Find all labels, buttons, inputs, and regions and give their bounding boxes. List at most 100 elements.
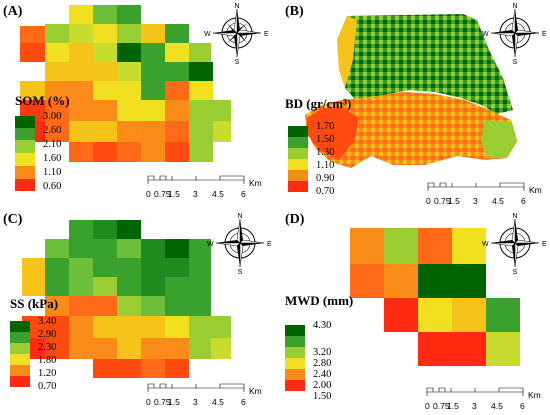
compass-rose-icon: N S E W [207, 213, 272, 276]
map-cell [117, 258, 141, 277]
map-cell [69, 316, 93, 338]
legend-tick: 1.50 [316, 134, 335, 145]
map-cell [141, 239, 165, 258]
legend-swatch [288, 137, 308, 148]
map-cell [165, 24, 189, 43]
panel-mwd: (D) N S E W [275, 207, 550, 413]
scale-label: 0 [426, 196, 431, 206]
map-cell [69, 24, 93, 43]
map-cell [45, 62, 69, 81]
legend-swatch [288, 126, 308, 137]
map-cell [117, 220, 141, 239]
legend-swatch [288, 181, 308, 192]
map-cell [69, 258, 93, 277]
map-cell [189, 296, 211, 316]
map-cell [384, 228, 418, 264]
ss-grid [22, 220, 231, 378]
map-cell [165, 239, 189, 258]
panel-som: (A) [0, 0, 275, 206]
scale-unit: Km [529, 185, 542, 195]
map-cell [141, 296, 165, 316]
map-cell [418, 228, 452, 264]
legend-tick: 0.60 [43, 181, 62, 192]
map-cell [69, 338, 93, 359]
map-cell [189, 62, 213, 81]
legend-swatch [15, 128, 35, 140]
panel-ss: (C) [0, 207, 275, 413]
map-cell [141, 258, 165, 277]
map-cell [69, 142, 93, 162]
map-cell [189, 277, 211, 296]
map-cell [117, 43, 141, 62]
map-cell [189, 121, 213, 142]
map-region-west-edge [337, 16, 357, 88]
scale-label: 3 [473, 196, 478, 206]
map-cell [69, 62, 93, 81]
compass-east-label: E [264, 31, 269, 38]
map-cell [350, 228, 384, 264]
map-cell [141, 277, 165, 296]
legend-tick: 0.70 [316, 186, 335, 197]
map-cell [93, 277, 117, 296]
legend-swatch [15, 179, 35, 191]
map-cell [141, 24, 165, 43]
map-cell [486, 298, 520, 332]
legend-tick: 0.90 [316, 173, 335, 184]
color-legend [15, 116, 35, 191]
legend-tick: 2.80 [313, 358, 332, 369]
map-cell [93, 316, 117, 338]
compass-south-label: S [238, 269, 243, 276]
map-cell [22, 277, 45, 296]
map-cell [93, 258, 117, 277]
legend-tick: 4.30 [313, 320, 332, 331]
map-cell [45, 296, 69, 316]
map-cell [452, 332, 486, 366]
map-cell [189, 338, 211, 359]
map-cell [93, 43, 117, 62]
scale-label: 6 [241, 397, 246, 407]
map-cell [211, 316, 231, 338]
scale-label: 1.5 [447, 401, 459, 411]
map-cell [165, 359, 189, 378]
legend-tick: 2.10 [43, 139, 62, 150]
legend-tick: 1.30 [316, 147, 335, 158]
map-cell [20, 26, 45, 43]
map-cell [350, 264, 384, 298]
scale-label: 6 [241, 189, 246, 199]
map-cell [93, 220, 117, 239]
compass-north-label: N [512, 213, 517, 220]
map-cell [211, 338, 231, 359]
scale-unit: Km [249, 386, 262, 396]
map-cell [20, 43, 45, 62]
map-cell [117, 24, 141, 43]
som-map: N S E W [20, 3, 269, 184]
map-cell [165, 258, 189, 277]
scale-label: 0.75 [154, 397, 171, 407]
color-legend [285, 325, 305, 391]
compass-rose-icon: N S E W [204, 3, 269, 66]
map-cell [93, 100, 117, 121]
map-cell [189, 258, 211, 277]
map-cell [165, 62, 189, 81]
map-cell [117, 359, 141, 378]
ss-map: N S E W [22, 213, 272, 392]
scale-label: 4.5 [212, 397, 224, 407]
map-region-south [305, 92, 517, 168]
map-cell [117, 62, 141, 81]
bd-map: N S E W [305, 3, 547, 191]
legend-title: SS (kPa) [10, 296, 59, 311]
map-cell [45, 81, 69, 100]
panel-bd: (B) N S [275, 0, 550, 206]
map-cell [45, 277, 69, 296]
map-cell [117, 277, 141, 296]
map-cell [213, 100, 231, 121]
map-cell [93, 338, 117, 359]
map-cell [69, 239, 93, 258]
scale-label: 0 [146, 397, 151, 407]
scale-bar-labels: Km 0 0.75 1.5 3 4.5 6 [425, 387, 547, 415]
scale-label: 4.5 [492, 196, 504, 206]
legend-tick: 1.60 [43, 153, 62, 164]
map-cell [69, 220, 93, 239]
legend-swatch [10, 365, 30, 376]
map-cell [141, 142, 165, 162]
